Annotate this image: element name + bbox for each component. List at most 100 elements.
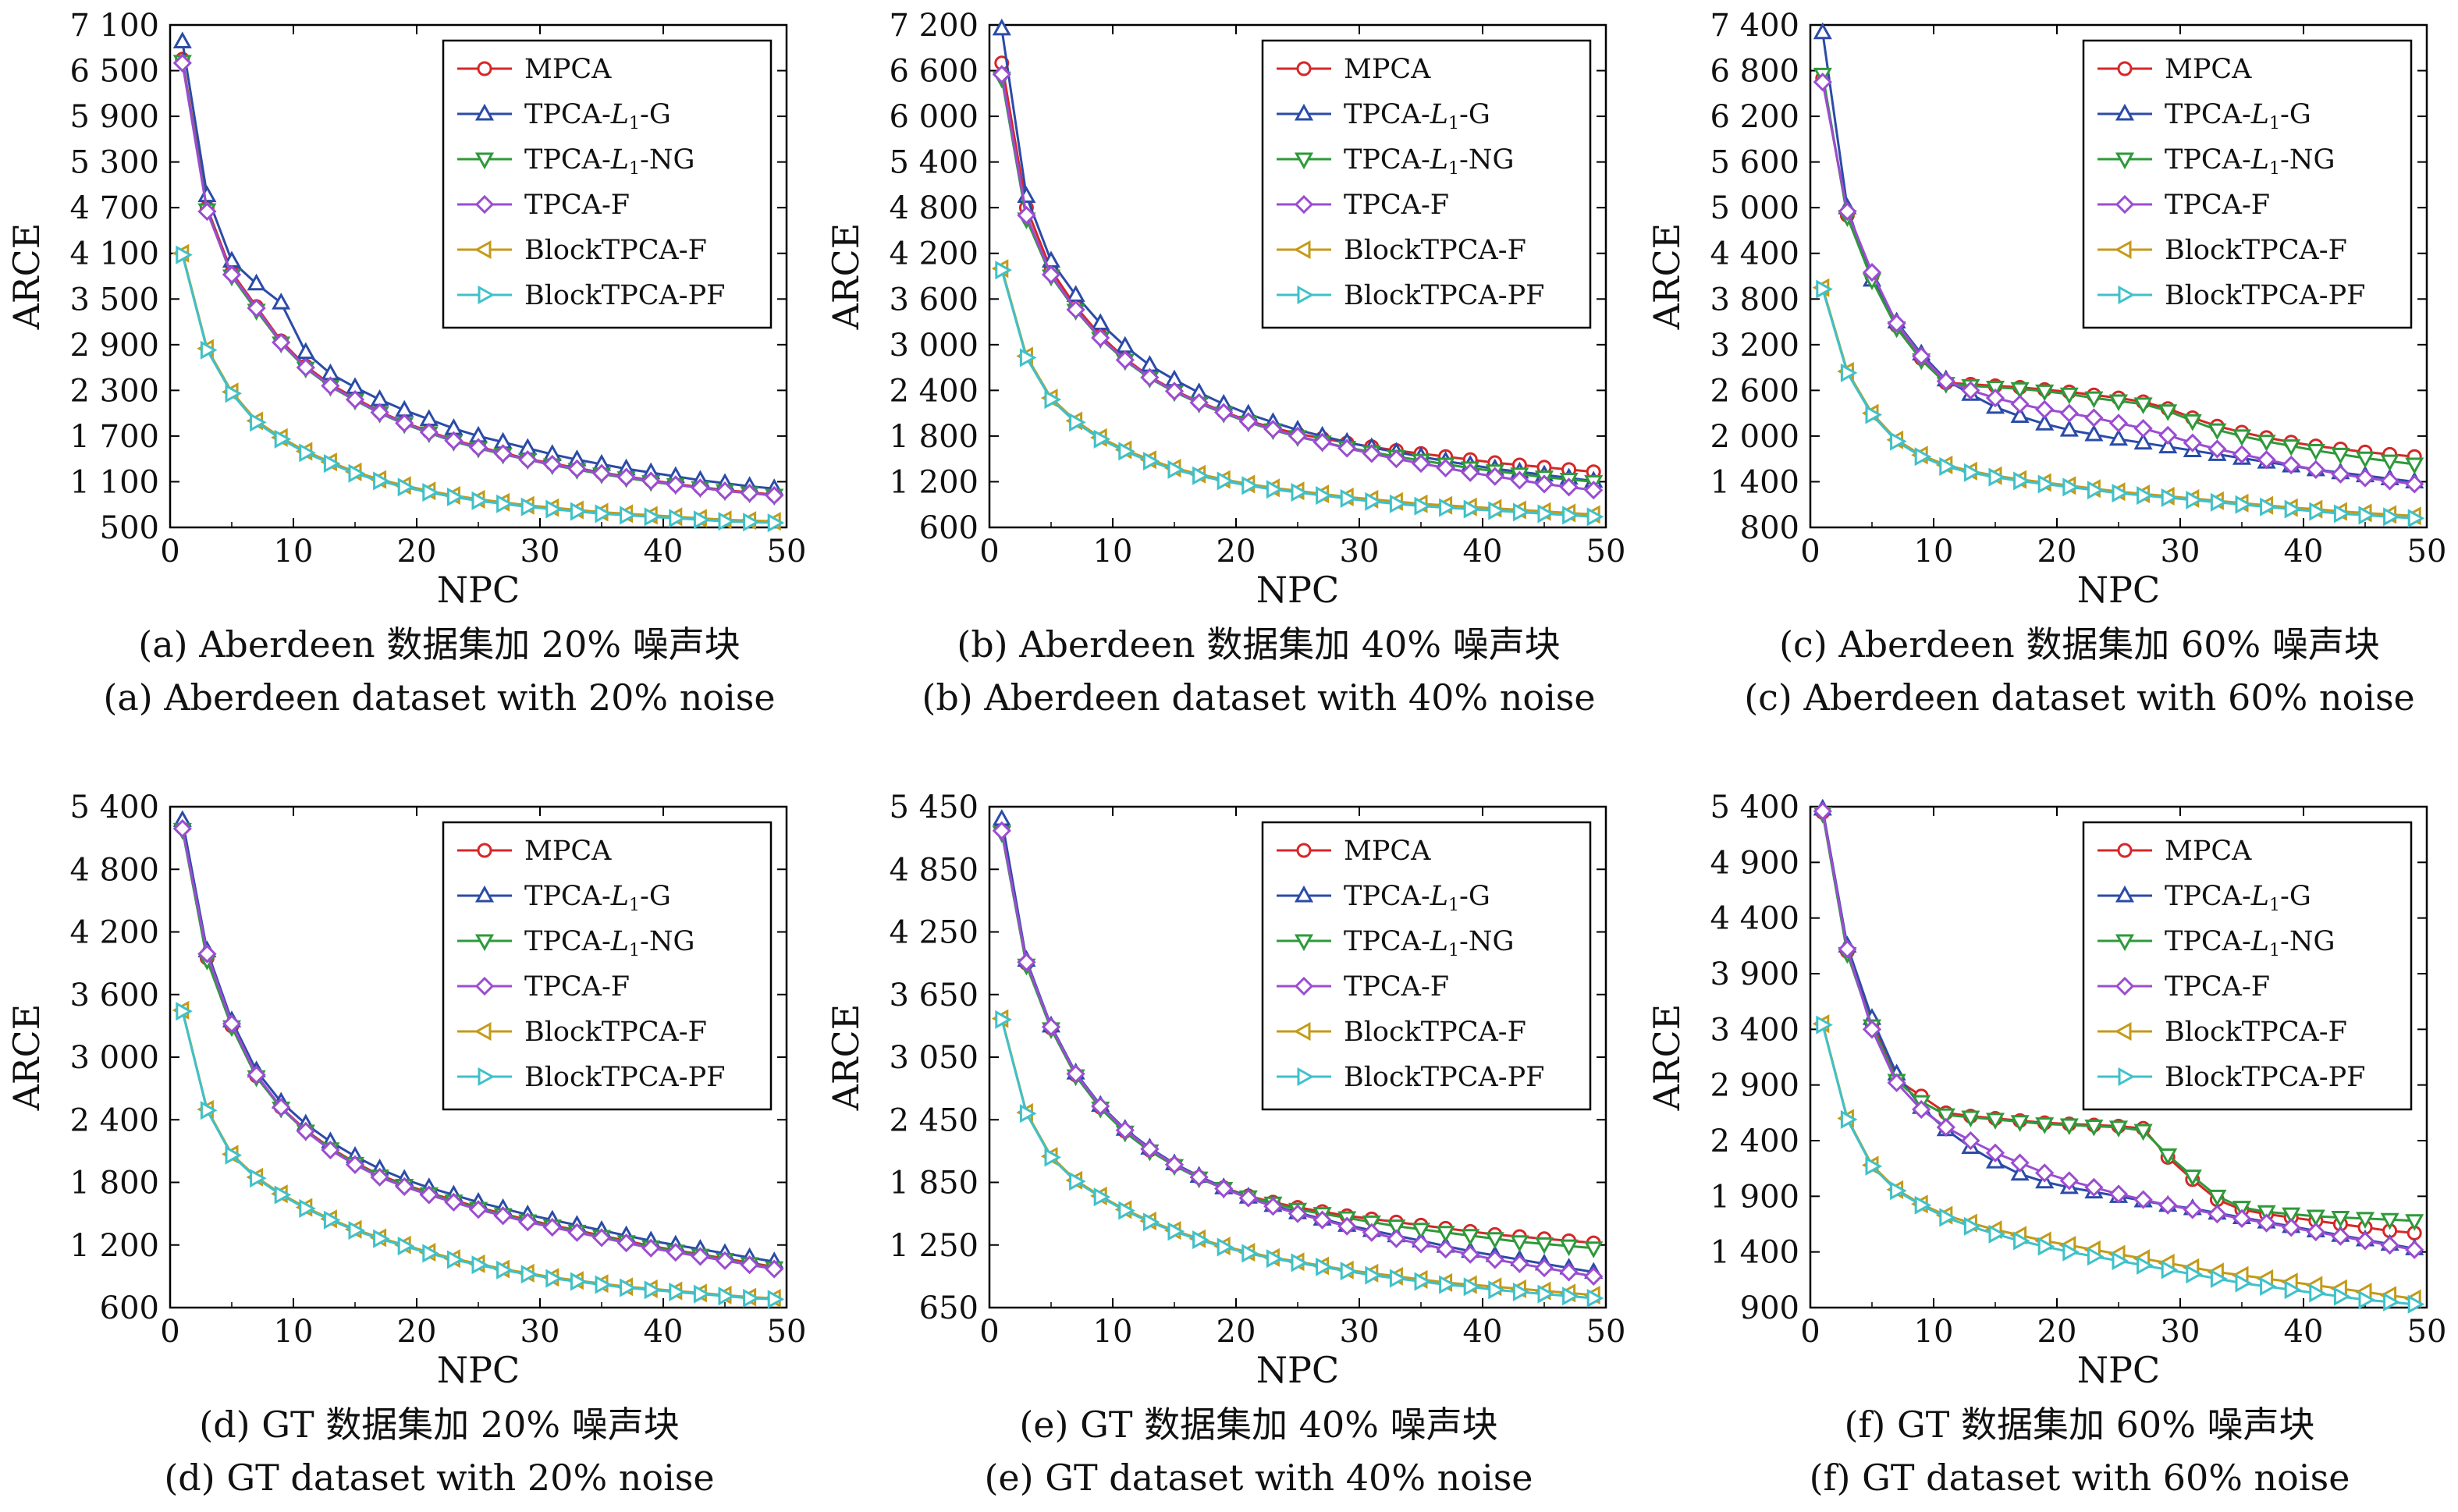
data-point (1411, 1234, 1431, 1254)
legend-marker (1297, 1067, 1315, 1087)
data-point (669, 509, 686, 528)
caption-english: (d) GT dataset with 20% noise (164, 1457, 714, 1499)
y-tick-label: 1 100 (69, 464, 159, 500)
y-tick-label: 3 500 (69, 282, 159, 318)
data-point (2257, 1205, 2276, 1223)
x-tick-label: 50 (1586, 1314, 1626, 1350)
data-point (1813, 22, 1832, 40)
y-tick-label: 600 (919, 510, 979, 546)
legend-item-tpca-l1-g: TPCA-L1-G (2097, 881, 2311, 915)
data-point (471, 1255, 489, 1275)
data-point (296, 357, 315, 378)
y-tick-label: 4 900 (1710, 845, 1799, 881)
data-point (1312, 1210, 1332, 1230)
data-point (2380, 471, 2399, 491)
data-point (2282, 455, 2301, 475)
legend-label: BlockTPCA-F (1344, 1017, 1526, 1048)
data-point (2407, 1294, 2425, 1314)
legend-label: MPCA (524, 836, 612, 867)
legend-item-blocktpca-pf: BlockTPCA-PF (2097, 1062, 2365, 1093)
legend-label: MPCA (1344, 54, 1431, 85)
data-point (1559, 1262, 1579, 1282)
data-point (2282, 1218, 2301, 1237)
legend-item-mpca: MPCA (2097, 54, 2252, 85)
data-point (1461, 463, 1480, 482)
data-point (468, 1200, 488, 1219)
y-tick-label: 4 800 (69, 852, 159, 888)
data-point (2232, 1209, 2252, 1228)
data-point (2383, 507, 2400, 527)
legend-marker (1294, 152, 1314, 170)
data-point (1192, 1230, 1209, 1250)
x-tick-label: 0 (979, 1314, 999, 1350)
data-point (740, 1255, 759, 1275)
legend-marker (2115, 934, 2135, 952)
data-point (2358, 506, 2376, 525)
data-point (1961, 381, 1980, 400)
y-tick-label: 1 700 (69, 419, 159, 455)
y-tick-label: 3 000 (69, 1040, 159, 1076)
data-point (740, 483, 759, 503)
caption-english: (a) Aberdeen dataset with 20% noise (103, 676, 775, 719)
data-point (1463, 499, 1481, 519)
data-point (1389, 494, 1407, 513)
x-tick-label: 10 (1093, 1314, 1133, 1350)
data-point (1164, 1155, 1185, 1174)
data-point (520, 497, 538, 516)
y-tick-label: 6 000 (889, 99, 979, 135)
data-point (1387, 1219, 1406, 1237)
data-point (520, 1265, 538, 1284)
legend-item-tpca-f: TPCA-F (457, 971, 630, 1003)
data-point (1939, 456, 1956, 476)
legend-marker (1294, 976, 1314, 996)
legend-item-blocktpca-pf: BlockTPCA-PF (457, 280, 725, 311)
data-point (2235, 1273, 2253, 1293)
x-tick-label: 50 (2407, 534, 2447, 570)
legend-label: BlockTPCA-F (2165, 1017, 2347, 1048)
data-point (1461, 1244, 1480, 1264)
data-point (176, 1002, 193, 1021)
data-point (2035, 399, 2055, 419)
data-point (348, 463, 366, 483)
legend-label: TPCA-L1-G (524, 99, 671, 133)
data-point (1387, 1229, 1406, 1248)
data-point (591, 463, 612, 483)
legend-label: TPCA-L1-G (1344, 99, 1490, 133)
data-point (2161, 488, 2179, 508)
series-tpca-f (172, 53, 784, 506)
caption-english: (b) Aberdeen dataset with 40% noise (922, 676, 1595, 719)
data-point (2010, 394, 2030, 414)
data-point (2158, 1148, 2178, 1166)
legend-label: MPCA (2165, 54, 2252, 85)
legend-label: BlockTPCA-PF (2165, 1062, 2365, 1093)
data-point (323, 453, 341, 474)
y-tick-label: 7 400 (1710, 8, 1799, 44)
data-point (2084, 1177, 2104, 1198)
data-point (767, 513, 785, 533)
x-axis-title: NPC (2077, 1349, 2160, 1391)
data-point (272, 1098, 291, 1117)
data-point (2358, 1290, 2376, 1310)
data-point (1019, 1104, 1037, 1123)
x-tick-label: 40 (2284, 534, 2324, 570)
data-point (2133, 397, 2153, 415)
data-point (1816, 279, 1833, 299)
y-tick-label: 1 900 (1710, 1179, 1799, 1215)
legend-label: TPCA-L1-G (2165, 99, 2311, 133)
data-point (693, 1284, 711, 1304)
data-point (1512, 1282, 1530, 1301)
data-point (1263, 420, 1283, 439)
legend-marker (1294, 885, 1314, 903)
data-point (1912, 1099, 1931, 1120)
data-point (1263, 1197, 1283, 1216)
legend-item-blocktpca-f: BlockTPCA-F (2097, 235, 2347, 266)
y-tick-label: 4 200 (889, 236, 979, 272)
data-point (419, 1185, 439, 1205)
caption-chinese: (b) Aberdeen 数据集加 40% 噪声块 (957, 623, 1560, 665)
data-point (1586, 507, 1604, 527)
data-point (1865, 405, 1883, 424)
legend-item-blocktpca-f: BlockTPCA-F (1277, 1017, 1526, 1048)
data-point (1584, 1241, 1604, 1258)
data-point (2010, 1115, 2030, 1132)
data-point (1813, 73, 1832, 92)
